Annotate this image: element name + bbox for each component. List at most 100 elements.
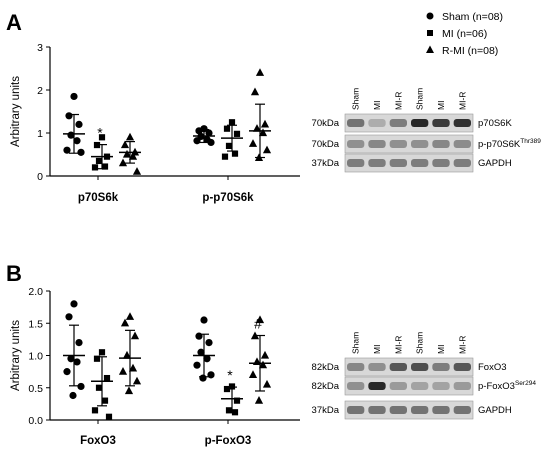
- kda-label: 70kDa: [312, 118, 340, 129]
- significance-mark: *: [227, 367, 233, 383]
- significance-mark: *: [97, 125, 103, 141]
- data-point-circle: [207, 138, 215, 147]
- data-point-triangle: [132, 376, 142, 385]
- data-point-circle: [73, 358, 81, 366]
- y-tick-label: 1.5: [28, 318, 43, 330]
- blot-band: [347, 119, 365, 127]
- data-point-square: [225, 407, 233, 414]
- data-point-circle: [200, 316, 208, 324]
- data-point-circle: [197, 348, 205, 356]
- blot-band: [432, 363, 450, 371]
- y-tick-label: 0.5: [28, 383, 43, 395]
- blot-strip: [344, 357, 474, 377]
- western-blot-panel-a: Sham MI MI-R Sham MI MI-R 70kDa p70S6K 70kDa p-p7…: [312, 88, 541, 173]
- y-tick-label: 0.0: [28, 415, 43, 427]
- data-point-square: [98, 349, 106, 356]
- blot-band: [411, 159, 429, 167]
- blot-band: [432, 140, 450, 148]
- data-point-triangle: [258, 128, 268, 137]
- x-group-label: p70S6k: [78, 192, 119, 204]
- data-point-circle: [77, 148, 85, 156]
- data-point-square: [95, 157, 103, 165]
- data-point-circle: [193, 137, 201, 145]
- data-point-triangle: [255, 315, 265, 324]
- blot-band: [368, 119, 386, 127]
- data-point-square: [231, 150, 239, 157]
- blot-band: [411, 119, 429, 127]
- blot-band: [368, 363, 386, 371]
- data-point-circle: [63, 146, 71, 154]
- data-point-triangle: [125, 132, 135, 141]
- data-point-circle: [193, 361, 201, 369]
- protein-label: p-FoxO3Ser294: [478, 380, 536, 392]
- significance-mark: #: [254, 316, 262, 332]
- blot-band: [368, 406, 386, 414]
- data-point-square: [228, 119, 236, 126]
- blot-strip: [344, 113, 474, 133]
- data-point-circle: [203, 355, 211, 363]
- y-tick-label: 0: [37, 171, 43, 183]
- y-tick-label: 1.0: [28, 351, 43, 363]
- data-point-circle: [195, 332, 203, 340]
- x-group-label: p-p70S6k: [202, 192, 254, 204]
- panel-label-a: A: [6, 10, 22, 35]
- legend-label-1: Sham (n=08): [442, 11, 503, 23]
- y-tick-label: 1: [37, 128, 43, 140]
- data-point-triangle: [118, 367, 128, 375]
- data-point-triangle: [252, 124, 262, 132]
- data-point-circle: [75, 120, 83, 128]
- chart-panel-b: 0.0 0.5 1.0 1.5 2.0 Arbitrary units FoxO3 p-Fox…: [10, 286, 300, 447]
- data-point-square: [233, 130, 241, 137]
- blot-band: [347, 382, 365, 390]
- data-point-triangle: [128, 363, 138, 372]
- data-point-square: [105, 413, 113, 420]
- data-point-triangle: [248, 139, 258, 147]
- data-point-triangle: [118, 158, 128, 167]
- data-point-square: [223, 125, 231, 132]
- blot-band: [453, 382, 471, 390]
- data-point-triangle: [122, 350, 132, 359]
- blot-strip: [344, 134, 474, 154]
- lane-label: MI-R: [393, 92, 403, 110]
- data-point-circle: [195, 127, 203, 135]
- data-point-square: [233, 397, 241, 404]
- blot-strip: [344, 400, 474, 420]
- data-point-circle: [69, 391, 77, 400]
- data-point-triangle: [128, 152, 138, 160]
- blot-band: [368, 140, 386, 148]
- data-point-square: [225, 142, 233, 149]
- data-point-square: [91, 407, 99, 414]
- kda-label: 70kDa: [312, 139, 340, 150]
- data-point-circle: [73, 137, 81, 145]
- data-point-circle: [77, 382, 85, 391]
- data-point-triangle: [250, 331, 260, 340]
- data-point-circle: [205, 129, 213, 137]
- data-point-circle: [199, 374, 207, 382]
- lane-label: MI-R: [393, 336, 403, 354]
- kda-label: 37kDa: [312, 405, 340, 416]
- data-point-triangle: [125, 312, 135, 320]
- data-point-square: [95, 384, 103, 391]
- data-point-triangle: [120, 318, 130, 327]
- chart-panel-a: 0 1 2 3 Arbitrary units p70S6k * p-p70S6k: [10, 42, 300, 204]
- lane-label: MI-R: [457, 336, 467, 354]
- data-point-triangle: [255, 68, 265, 76]
- kda-label: 82kDa: [312, 381, 340, 392]
- y-tick-label: 2.0: [28, 286, 43, 298]
- data-point-square: [98, 134, 106, 141]
- protein-label: p70S6K: [478, 118, 512, 129]
- blot-band: [453, 140, 471, 148]
- data-point-triangle: [258, 360, 268, 369]
- blot-band: [389, 119, 407, 127]
- data-point-circle: [207, 371, 215, 379]
- data-point-square: [231, 409, 239, 416]
- data-point-square: [93, 355, 101, 362]
- y-tick-label: 2: [37, 85, 43, 97]
- blot-band: [411, 406, 429, 414]
- data-point-circle: [70, 92, 78, 101]
- blot-band: [368, 159, 386, 167]
- data-point-circle: [70, 300, 78, 308]
- blot-band: [432, 406, 450, 414]
- data-point-triangle: [260, 350, 270, 359]
- lane-label: Sham: [351, 332, 361, 354]
